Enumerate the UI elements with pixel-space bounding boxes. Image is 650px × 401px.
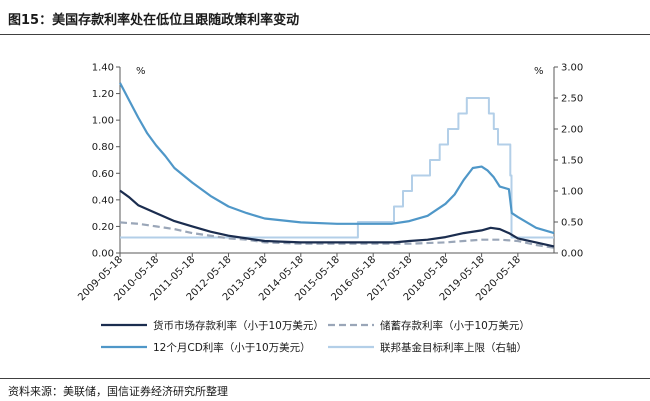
series-layer xyxy=(119,82,555,249)
x-ticks: 2009-05-182010-05-182011-05-182012-05-18… xyxy=(76,253,523,303)
title-divider xyxy=(0,34,650,35)
left-tick-label: 0.20 xyxy=(92,222,114,233)
left-tick-label: 0.40 xyxy=(92,195,114,206)
left-unit-label: % xyxy=(136,66,146,77)
left-tick-label: 1.00 xyxy=(92,116,114,127)
right-tick-label: 0.00 xyxy=(561,249,583,260)
legend: 货币市场存款利率（小于10万美元） 储蓄存款利率（小于10万美元） 12个月CD利率… xyxy=(101,319,530,354)
left-tick-label: 0.60 xyxy=(92,169,114,180)
left-tick-label: 1.20 xyxy=(92,89,114,100)
right-tick-label: 1.50 xyxy=(561,156,583,167)
legend-label-4: 联邦基金目标利率上限（右轴） xyxy=(380,341,527,354)
right-unit-label: % xyxy=(534,66,544,77)
left-tick-label: 1.40 xyxy=(92,63,114,74)
right-tick-label: 1.00 xyxy=(561,187,583,198)
right-y-ticks: 0.00 0.50 1.00 1.50 2.00 2.50 3.00 xyxy=(554,63,583,260)
legend-label-1: 货币市场存款利率（小于10万美元） xyxy=(153,319,324,332)
series-line-2 xyxy=(119,221,555,249)
left-y-ticks: 0.00 0.20 0.40 0.60 0.80 1.00 1.20 1.40 xyxy=(92,63,120,260)
legend-label-2: 储蓄存款利率（小于10万美元） xyxy=(380,319,530,332)
legend-label-3: 12个月CD利率（小于10万美元） xyxy=(153,341,311,354)
right-tick-label: 3.00 xyxy=(561,63,583,74)
right-tick-label: 2.50 xyxy=(561,94,583,105)
source-note: 资料来源：美联储，国信证券经济研究所整理 xyxy=(8,385,228,398)
left-tick-label: 0.80 xyxy=(92,142,114,153)
right-tick-label: 2.00 xyxy=(561,125,583,136)
figure-title: 图15：美国存款利率处在低位且跟随政策利率变动 xyxy=(8,13,300,28)
series-line-1 xyxy=(119,189,555,248)
left-tick-label: 0.00 xyxy=(92,249,114,260)
source-divider xyxy=(0,378,650,379)
series-line-4 xyxy=(120,97,554,239)
series-line-3 xyxy=(119,82,555,235)
right-tick-label: 0.50 xyxy=(561,218,583,229)
